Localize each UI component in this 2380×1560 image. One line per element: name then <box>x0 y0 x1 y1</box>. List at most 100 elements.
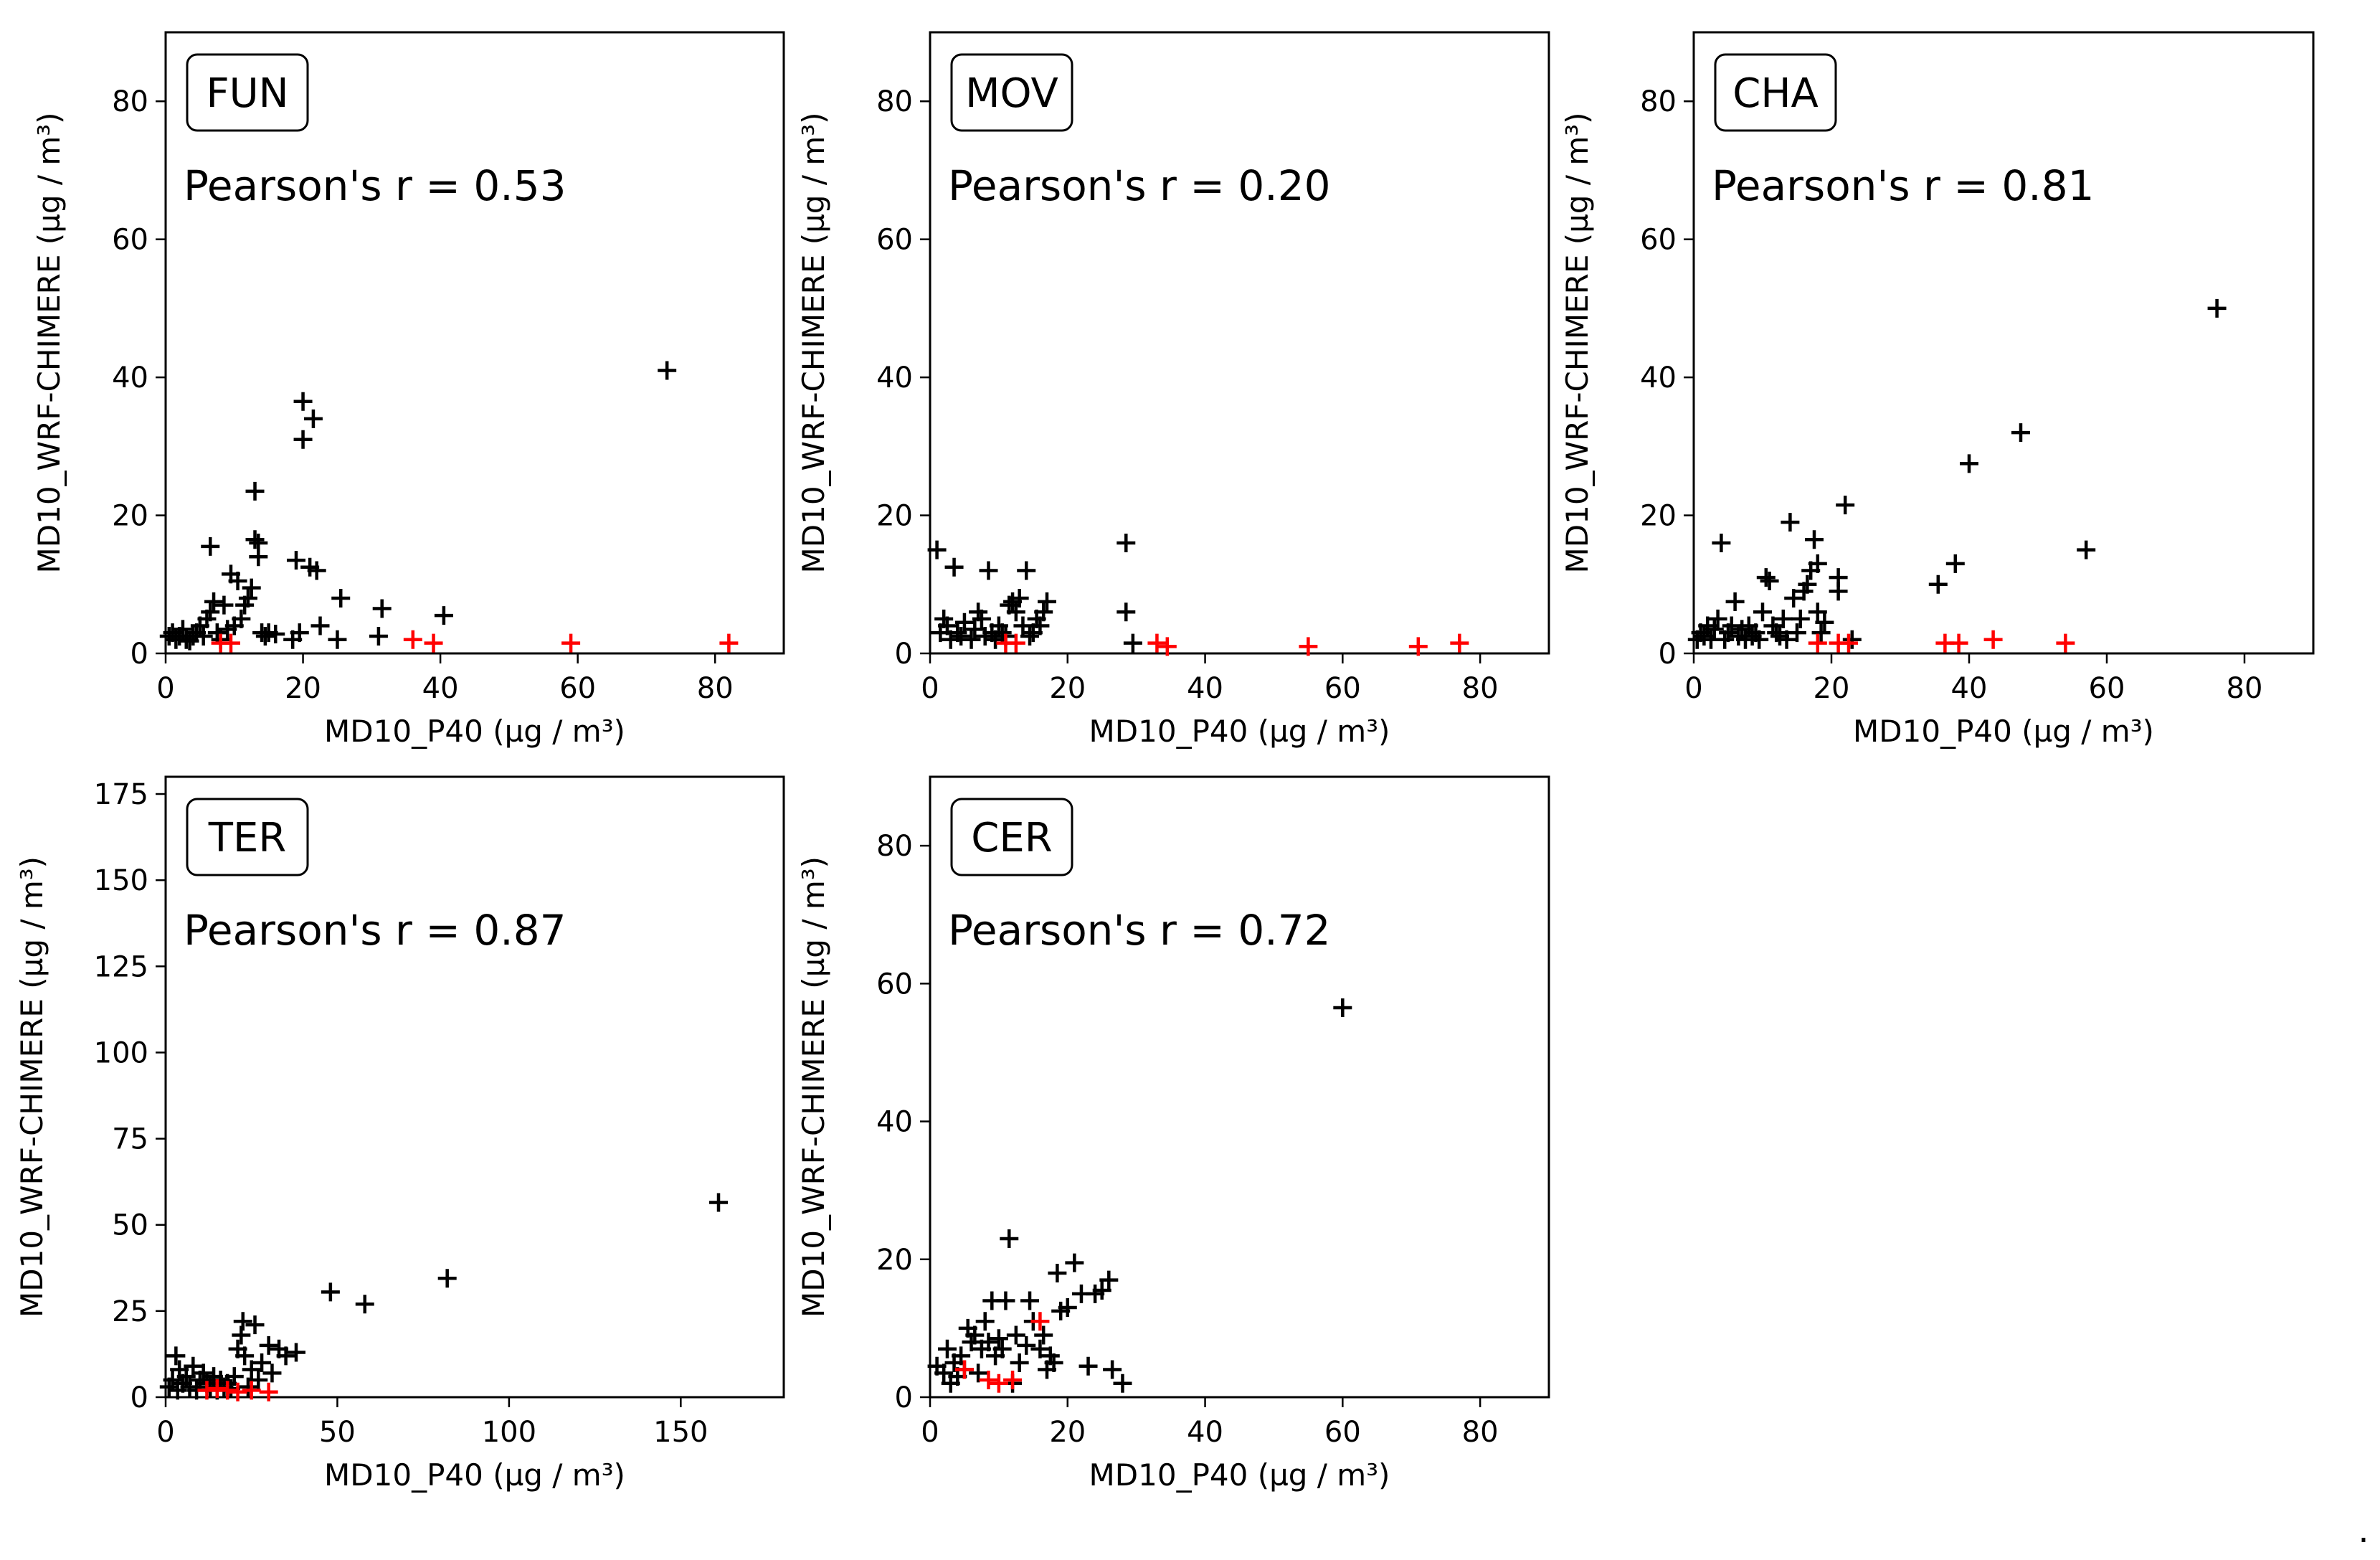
highlight-point <box>979 1370 998 1389</box>
highlight-point <box>1003 1370 1023 1389</box>
data-point <box>1044 1353 1063 1372</box>
data-point <box>1116 602 1136 622</box>
highlight-point <box>228 1382 247 1401</box>
y-tick-label: 100 <box>94 1036 148 1069</box>
y-tick-label: 80 <box>876 830 913 863</box>
data-point <box>2077 540 2096 559</box>
data-point <box>1960 454 1978 473</box>
highlight-point <box>1839 633 1858 653</box>
panel-title-badge <box>950 53 1073 132</box>
data-point <box>321 1282 340 1302</box>
data-point <box>948 623 967 643</box>
panel-title: FUN <box>206 70 288 117</box>
series-highlight <box>954 1312 1050 1393</box>
x-tick-label: 80 <box>1462 672 1499 705</box>
data-point <box>255 626 275 646</box>
data-point <box>355 1295 374 1314</box>
data-point <box>1712 534 1731 553</box>
y-tick-label: 20 <box>1640 500 1677 533</box>
y-tick-label: 0 <box>131 638 148 671</box>
y-tick-label: 150 <box>94 864 148 897</box>
pearson-annotation: Pearson's r = 0.81 <box>1712 161 2095 210</box>
x-axis-label: MD10_P40 (µg / m³) <box>1089 1457 1390 1493</box>
data-point <box>1030 616 1050 635</box>
data-point <box>962 630 981 649</box>
plot-frame <box>164 775 785 1399</box>
data-point <box>1010 1353 1029 1372</box>
y-tick-label: 20 <box>112 500 148 533</box>
data-point <box>1123 633 1142 653</box>
data-point <box>194 1363 213 1383</box>
highlight-point <box>403 630 422 649</box>
data-point <box>992 1339 1012 1358</box>
x-axis-label: MD10_P40 (µg / m³) <box>324 714 625 749</box>
data-point <box>286 551 305 570</box>
data-point <box>1000 1229 1019 1248</box>
highlight-point <box>259 1382 278 1401</box>
data-point <box>992 623 1012 643</box>
data-point <box>1777 630 1796 649</box>
panel-title: MOV <box>965 70 1058 117</box>
data-point <box>1750 630 1769 649</box>
data-point <box>286 1343 305 1362</box>
data-point <box>235 1346 255 1366</box>
y-tick-label: 175 <box>94 778 148 811</box>
x-tick-label: 20 <box>1049 672 1086 705</box>
y-tick-label: 75 <box>112 1123 148 1156</box>
panel-title-badge <box>1714 53 1837 132</box>
data-point <box>276 1346 295 1366</box>
data-point <box>979 561 998 580</box>
panel-title: CER <box>971 815 1052 861</box>
data-point <box>328 630 347 649</box>
data-point <box>1006 602 1025 622</box>
y-axis-label: MD10_WRF-CHIMERE (µg / m³) <box>796 113 831 574</box>
x-tick-label: 0 <box>921 1416 939 1449</box>
data-point <box>303 409 323 428</box>
y-tick-label: 20 <box>876 1244 913 1277</box>
data-point <box>975 1312 995 1331</box>
series-points <box>927 534 1142 653</box>
panel-title: TER <box>208 815 287 861</box>
panel-cha: 0 20 40 60 80 0 20 40 60 80 MD10_P40 (µg / m³) MD10… <box>1560 31 2315 749</box>
panel-title-badge <box>950 798 1073 876</box>
x-tick-label: 60 <box>559 672 596 705</box>
data-point <box>1099 1270 1119 1290</box>
pearson-annotation: Pearson's r = 0.87 <box>184 906 566 955</box>
data-point <box>934 1363 954 1383</box>
y-tick-label: 60 <box>876 968 913 1001</box>
y-tick-label: 60 <box>1640 224 1677 257</box>
y-tick-label: 125 <box>94 950 148 983</box>
panel-title-badge <box>186 798 309 876</box>
highlight-point <box>954 1360 974 1379</box>
x-axis-label: MD10_P40 (µg / m³) <box>1089 714 1390 749</box>
data-point <box>1815 613 1834 632</box>
y-tick-label: 20 <box>876 500 913 533</box>
data-point <box>238 1377 257 1396</box>
data-point <box>1065 1253 1084 1272</box>
data-point <box>969 1363 988 1383</box>
data-point <box>1760 571 1779 590</box>
data-point <box>232 609 251 628</box>
data-point <box>259 1336 278 1355</box>
data-point <box>242 578 261 597</box>
y-tick-label: 40 <box>112 361 148 394</box>
data-point <box>228 571 247 590</box>
data-point <box>1017 1336 1036 1355</box>
y-tick-label: 40 <box>876 1106 913 1139</box>
data-point <box>2207 298 2227 318</box>
data-point <box>1791 609 1810 628</box>
data-point <box>1798 575 1817 594</box>
data-point <box>1945 554 1965 573</box>
data-point <box>952 626 971 646</box>
x-tick-label: 20 <box>285 672 321 705</box>
data-point <box>242 1360 261 1379</box>
highlight-point <box>1030 1312 1050 1331</box>
x-tick-label: 50 <box>319 1416 356 1449</box>
x-tick-label: 0 <box>156 1416 174 1449</box>
highlight-point <box>218 1381 237 1400</box>
highlight-point <box>989 1374 1008 1393</box>
data-point <box>1010 589 1029 608</box>
plot-frame <box>164 31 785 655</box>
highlight-point <box>1006 633 1025 653</box>
panel-cer: 0 20 40 60 80 0 20 40 60 80 MD10_P40 (µg / m³) MD10… <box>796 775 1550 1493</box>
